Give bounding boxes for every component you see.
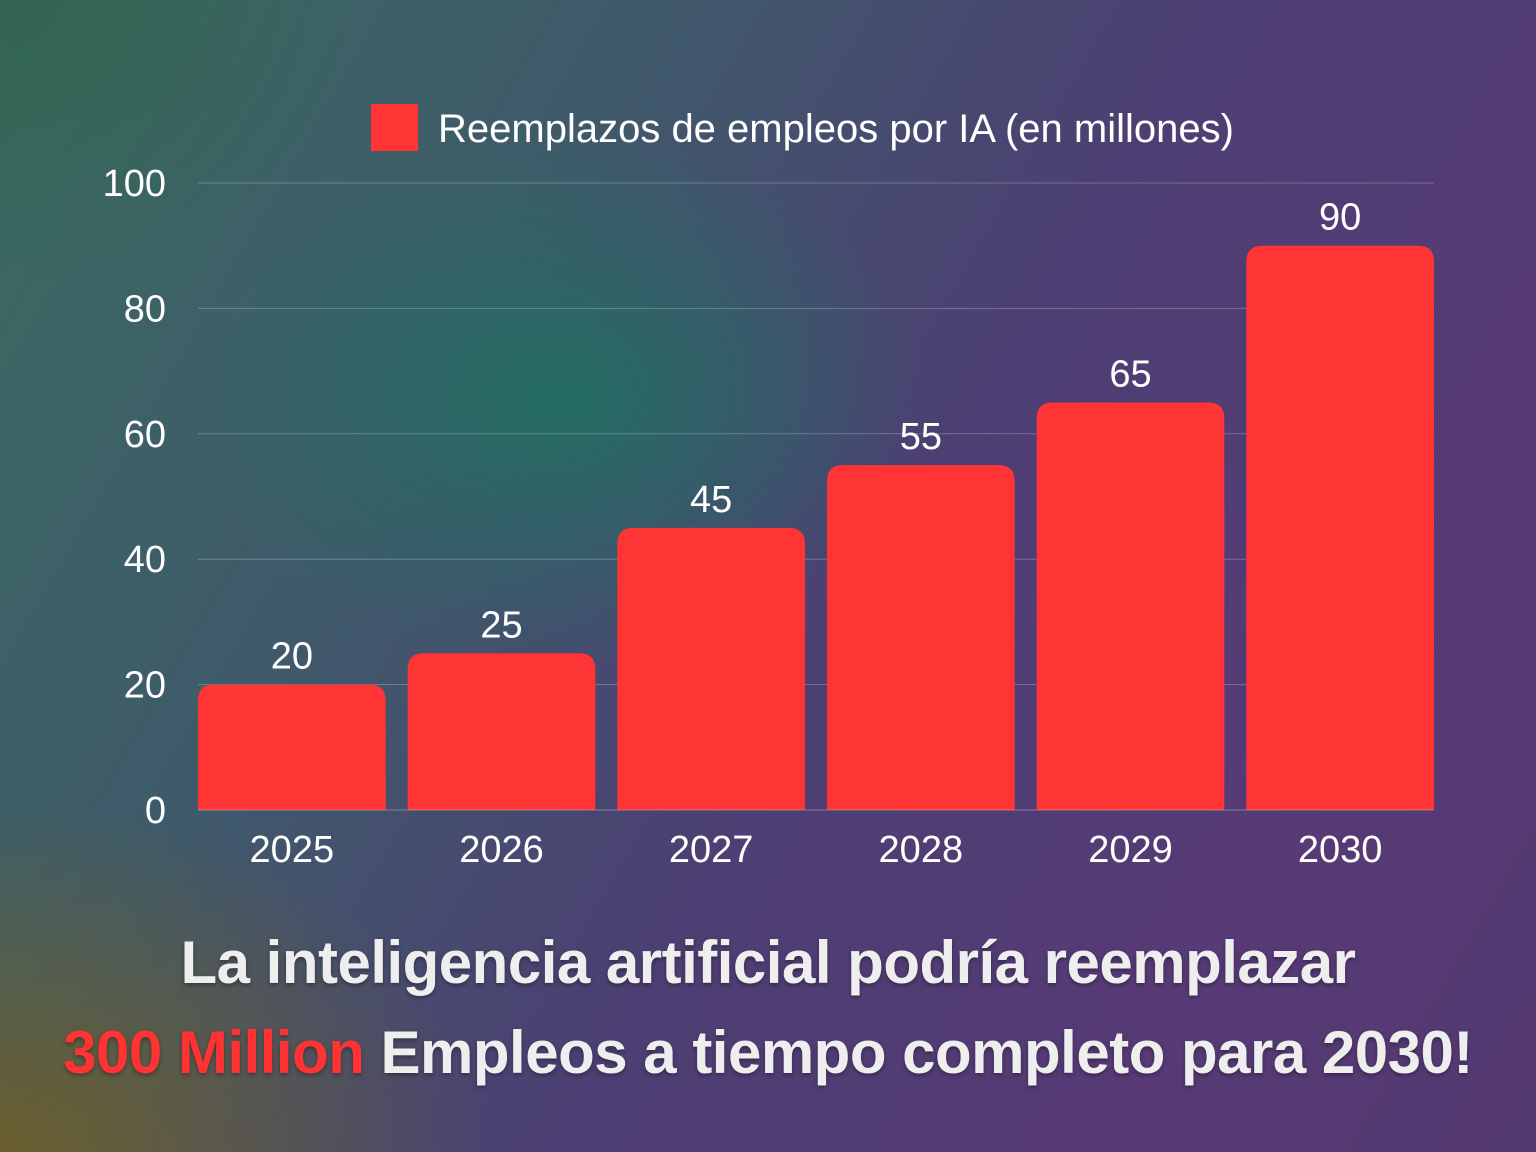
caption-line-1: La inteligencia artificial podría reempl… — [0, 928, 1536, 997]
y-tick-label: 0 — [145, 790, 166, 832]
bar-2025 — [198, 684, 386, 810]
bar-2027 — [617, 527, 805, 810]
x-tick-label-2028: 2028 — [879, 829, 964, 871]
x-axis: 2025 2026 2027 2028 2029 2030 — [198, 809, 1434, 871]
data-label-2028: 55 — [900, 416, 942, 458]
caption-line-1-text: La inteligencia artificial podría reempl… — [180, 929, 1356, 996]
x-tick-label-2026: 2026 — [459, 829, 544, 871]
data-label-2026: 25 — [480, 604, 522, 646]
y-tick-label: 60 — [124, 414, 166, 456]
y-tick-label: 100 — [103, 163, 166, 205]
data-label-2029: 65 — [1109, 353, 1151, 395]
y-tick-label: 40 — [124, 539, 166, 581]
y-tick-label: 80 — [124, 288, 166, 330]
legend-swatch — [371, 104, 418, 151]
x-tick-label-2030: 2030 — [1298, 829, 1383, 871]
bar-2029 — [1036, 402, 1225, 810]
data-label-2030: 90 — [1319, 197, 1361, 239]
y-tick-label: 20 — [124, 665, 166, 707]
bar-2026 — [407, 653, 596, 810]
caption-highlight: 300 Million — [63, 1019, 365, 1086]
y-axis: 0 20 40 60 80 100 — [103, 163, 166, 832]
x-tick-label-2025: 2025 — [250, 829, 335, 871]
legend: Reemplazos de empleos por IA (en millone… — [371, 104, 1234, 151]
caption-line-2: 300 Million Empleos a tiempo completo pa… — [0, 1018, 1536, 1087]
bar-2030 — [1246, 245, 1434, 810]
bar-chart: Reemplazos de empleos por IA (en millone… — [103, 104, 1434, 871]
data-label-2025: 20 — [271, 636, 313, 678]
gridlines — [198, 182, 1434, 686]
bar-2028 — [827, 465, 1015, 810]
x-tick-label-2027: 2027 — [669, 829, 754, 871]
caption-line-2-text: Empleos a tiempo completo para 2030! — [364, 1019, 1474, 1086]
x-tick-label-2029: 2029 — [1088, 829, 1173, 871]
data-label-2027: 45 — [690, 479, 732, 521]
legend-label: Reemplazos de empleos por IA (en millone… — [438, 107, 1234, 151]
bars: 20 25 45 55 65 90 — [198, 197, 1434, 810]
